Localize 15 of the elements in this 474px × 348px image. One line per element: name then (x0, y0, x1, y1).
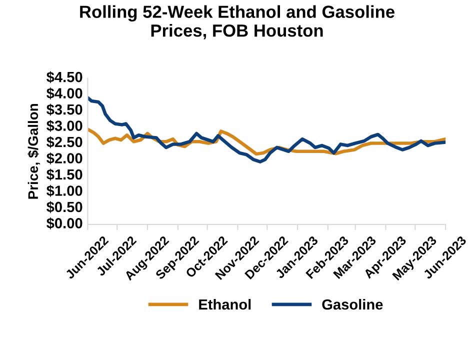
y-tick-label: $0.00 (46, 217, 82, 230)
y-axis-title: Price, $/Gallon (28, 104, 40, 199)
y-tick-label: $1.50 (46, 168, 82, 181)
y-tick-label: $3.00 (46, 120, 82, 132)
legend-label: Gasoline (322, 298, 383, 310)
y-tick-label: $2.00 (46, 152, 82, 164)
y-tick-label: $0.50 (46, 201, 82, 214)
y-tick-label: $1.00 (46, 184, 82, 197)
y-tick-label: $3.50 (46, 104, 82, 116)
line-series (88, 96, 446, 164)
y-tick-label: $4.00 (46, 87, 82, 100)
chart-title: Rolling 52-Week Ethanol and Gasoline Prices, FOB Houston (80, 5, 394, 40)
y-tick-label: $4.50 (46, 71, 82, 84)
legend-label: Ethanol (199, 298, 251, 310)
y-tick-label: $2.50 (46, 136, 82, 148)
